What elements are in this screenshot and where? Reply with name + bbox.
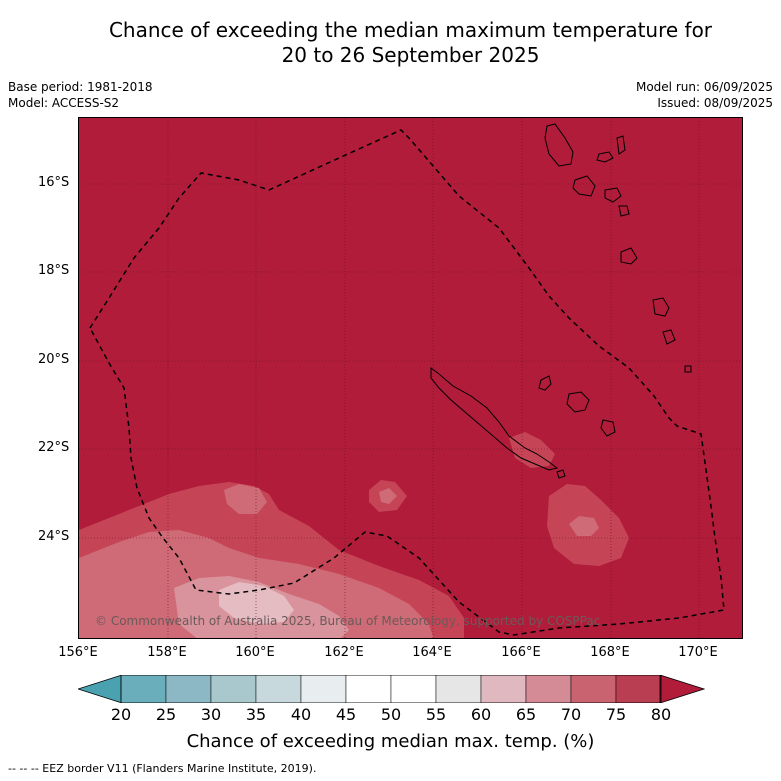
colorbar-tick-label: 55	[425, 705, 447, 724]
map-panel	[78, 117, 743, 639]
colorbar	[78, 675, 705, 703]
colorbar-cell	[615, 675, 662, 703]
colorbar-cell	[165, 675, 212, 703]
colorbar-tick-label: 35	[245, 705, 267, 724]
lon-label: 158°E	[147, 645, 187, 660]
vanuatu-erromango	[652, 297, 670, 317]
lat-label: 16°S	[38, 175, 70, 190]
copyright-text: © Commonwealth of Australia 2025, Bureau…	[95, 614, 601, 628]
lon-label: 162°E	[324, 645, 364, 660]
contour-70-east	[569, 516, 599, 536]
colorbar-tick-label: 80	[650, 705, 672, 724]
vanuatu-aneityum	[684, 365, 692, 373]
isle-of-pines	[556, 469, 566, 479]
graticule	[79, 118, 742, 638]
lon-label: 166°E	[501, 645, 541, 660]
vanuatu-island-b	[616, 135, 626, 155]
colorbar-cell	[390, 675, 437, 703]
vanuatu-epi	[618, 205, 630, 217]
map-svg	[79, 118, 742, 638]
lat-label: 24°S	[38, 529, 70, 544]
lat-label: 20°S	[38, 352, 70, 367]
eez-border	[89, 129, 725, 636]
vanuatu-espiritu-santo	[544, 123, 574, 167]
meta-right: Model run: 06/09/2025 Issued: 08/09/2025	[636, 79, 773, 111]
colorbar-cell	[435, 675, 482, 703]
vanuatu-tanna	[662, 329, 676, 345]
lon-label: 160°E	[235, 645, 275, 660]
colorbar-outline	[120, 675, 662, 703]
colorbar-tick-label: 30	[200, 705, 222, 724]
colorbar-tick-label: 70	[560, 705, 582, 724]
colorbar-cell	[525, 675, 572, 703]
lon-label: 168°E	[590, 645, 630, 660]
colorbar-title: Chance of exceeding median max. temp. (%…	[186, 731, 595, 752]
colorbar-cell	[300, 675, 347, 703]
colorbar-cell	[345, 675, 392, 703]
vanuatu-ambrym	[604, 187, 622, 203]
map-title: Chance of exceeding the median maximum t…	[0, 18, 781, 68]
colorbar-cell	[480, 675, 527, 703]
model-name: Model: ACCESS-S2	[8, 96, 120, 110]
loyalty-island-2	[566, 391, 590, 413]
colorbar-tick-label: 20	[110, 705, 132, 724]
vanuatu-malekula	[572, 175, 596, 197]
meta-left: Base period: 1981-2018 Model: ACCESS-S2	[8, 79, 153, 111]
eez-legend-note: -- -- -- EEZ border V11 (Flanders Marine…	[8, 762, 317, 775]
colorbar-tick-label: 65	[515, 705, 537, 724]
contour-70-west	[224, 484, 267, 514]
colorbar-cell	[120, 675, 167, 703]
lon-label: 164°E	[412, 645, 452, 660]
colorbar-tick-label: 45	[335, 705, 357, 724]
model-run: Model run: 06/09/2025	[635, 80, 773, 94]
title-line-1: Chance of exceeding the median maximum t…	[108, 18, 713, 42]
colorbar-under-arrow	[78, 675, 123, 703]
lon-label: 170°E	[678, 645, 718, 660]
title-line-2: 20 to 26 September 2025	[281, 43, 540, 67]
issued-date: Issued: 08/09/2025	[657, 96, 773, 110]
lat-label: 18°S	[38, 263, 70, 278]
loyalty-island-1	[538, 375, 552, 391]
lat-label: 22°S	[38, 440, 70, 455]
loyalty-island-3	[600, 419, 616, 437]
colorbar-over-arrow	[659, 675, 705, 703]
vanuatu-island-a	[596, 151, 614, 163]
new-caledonia-island	[430, 367, 559, 471]
colorbar-cells	[120, 675, 662, 703]
colorbar-cell	[210, 675, 257, 703]
colorbar-tick-label: 75	[605, 705, 627, 724]
colorbar-tick-label: 40	[290, 705, 312, 724]
lon-label: 156°E	[58, 645, 98, 660]
colorbar-cell	[255, 675, 302, 703]
contour-70-mid	[379, 488, 397, 504]
colorbar-cell	[570, 675, 617, 703]
vanuatu-efate	[620, 247, 638, 265]
contour-75-newcaledonia	[509, 432, 555, 468]
colorbar-tick-label: 60	[470, 705, 492, 724]
colorbar-tick-label: 25	[155, 705, 177, 724]
base-period: Base period: 1981-2018	[8, 80, 153, 94]
colorbar-tick-label: 50	[380, 705, 402, 724]
